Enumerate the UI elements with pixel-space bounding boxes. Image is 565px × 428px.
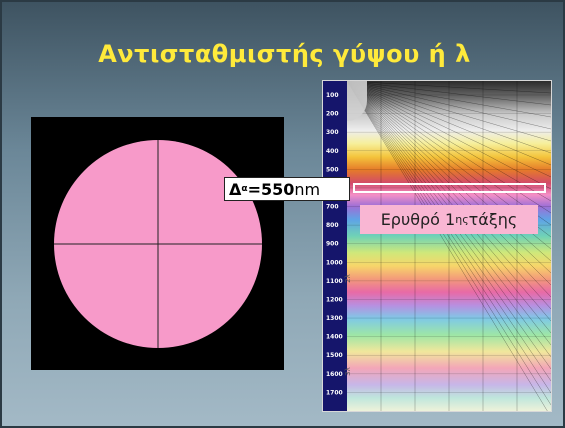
michel-levy-svg: 1002003004005006007008009001000110012001… bbox=[323, 81, 551, 411]
birefringence-line bbox=[346, 81, 551, 274]
microscope-view bbox=[31, 117, 284, 370]
tick-label: 200 bbox=[326, 111, 339, 118]
tick-label: 1700 bbox=[326, 389, 343, 396]
delta-unit: nm bbox=[294, 179, 321, 199]
order-markers: 2λ 3λ bbox=[344, 274, 352, 376]
birefringence-lines bbox=[346, 81, 551, 411]
corner-arc bbox=[347, 81, 367, 121]
tick-label: 1300 bbox=[326, 315, 343, 322]
tick-label: 1400 bbox=[326, 334, 343, 341]
order-suffix: τάξης bbox=[468, 210, 518, 229]
birefringence-line bbox=[346, 81, 551, 394]
interference-color-band bbox=[347, 81, 551, 411]
birefringence-line bbox=[346, 81, 551, 94]
tick-label: 500 bbox=[326, 166, 339, 173]
tick-label: 1000 bbox=[326, 259, 343, 266]
birefringence-line bbox=[346, 81, 551, 118]
retardation-highlight bbox=[353, 183, 546, 193]
tick-label: 100 bbox=[326, 92, 339, 99]
tick-label: 900 bbox=[326, 241, 339, 248]
microscope-view-svg bbox=[54, 140, 262, 348]
birefringence-line bbox=[346, 81, 548, 411]
order-marker: 3λ bbox=[344, 367, 352, 376]
order-text: Ερυθρό 1 bbox=[380, 210, 456, 229]
birefringence-line bbox=[346, 81, 551, 406]
tick-label: 1500 bbox=[326, 352, 343, 359]
tick-label: 400 bbox=[326, 148, 339, 155]
birefringence-line bbox=[346, 81, 551, 178]
order-marker: 2λ bbox=[344, 274, 352, 283]
tick-label: 700 bbox=[326, 204, 339, 211]
birefringence-line bbox=[346, 81, 551, 142]
birefringence-line bbox=[346, 81, 551, 322]
tick-label: 1100 bbox=[326, 278, 343, 285]
tick-label: 800 bbox=[326, 222, 339, 229]
birefringence-line bbox=[346, 81, 551, 190]
delta-symbol: Δ bbox=[229, 179, 242, 199]
birefringence-line bbox=[346, 81, 551, 310]
birefringence-line bbox=[346, 81, 551, 166]
michel-levy-chart: 1002003004005006007008009001000110012001… bbox=[322, 80, 552, 412]
tick-label: 1600 bbox=[326, 371, 343, 378]
order-superscript: ης bbox=[455, 213, 469, 226]
first-order-red-label: Ερυθρό 1 ης τάξης bbox=[360, 205, 538, 234]
birefringence-line bbox=[346, 81, 551, 154]
birefringence-line bbox=[346, 81, 551, 298]
birefringence-line bbox=[346, 81, 551, 130]
birefringence-line bbox=[346, 81, 551, 202]
delta-value: =550 bbox=[247, 179, 295, 199]
tick-label: 300 bbox=[326, 129, 339, 136]
tick-label: 1200 bbox=[326, 296, 343, 303]
birefringence-line bbox=[346, 81, 551, 226]
delta-subscript: α bbox=[241, 184, 248, 194]
birefringence-line bbox=[346, 81, 551, 106]
slide-title: Αντισταθμιστής γύψου ή λ bbox=[98, 40, 471, 68]
tick-axis-band bbox=[323, 81, 347, 411]
